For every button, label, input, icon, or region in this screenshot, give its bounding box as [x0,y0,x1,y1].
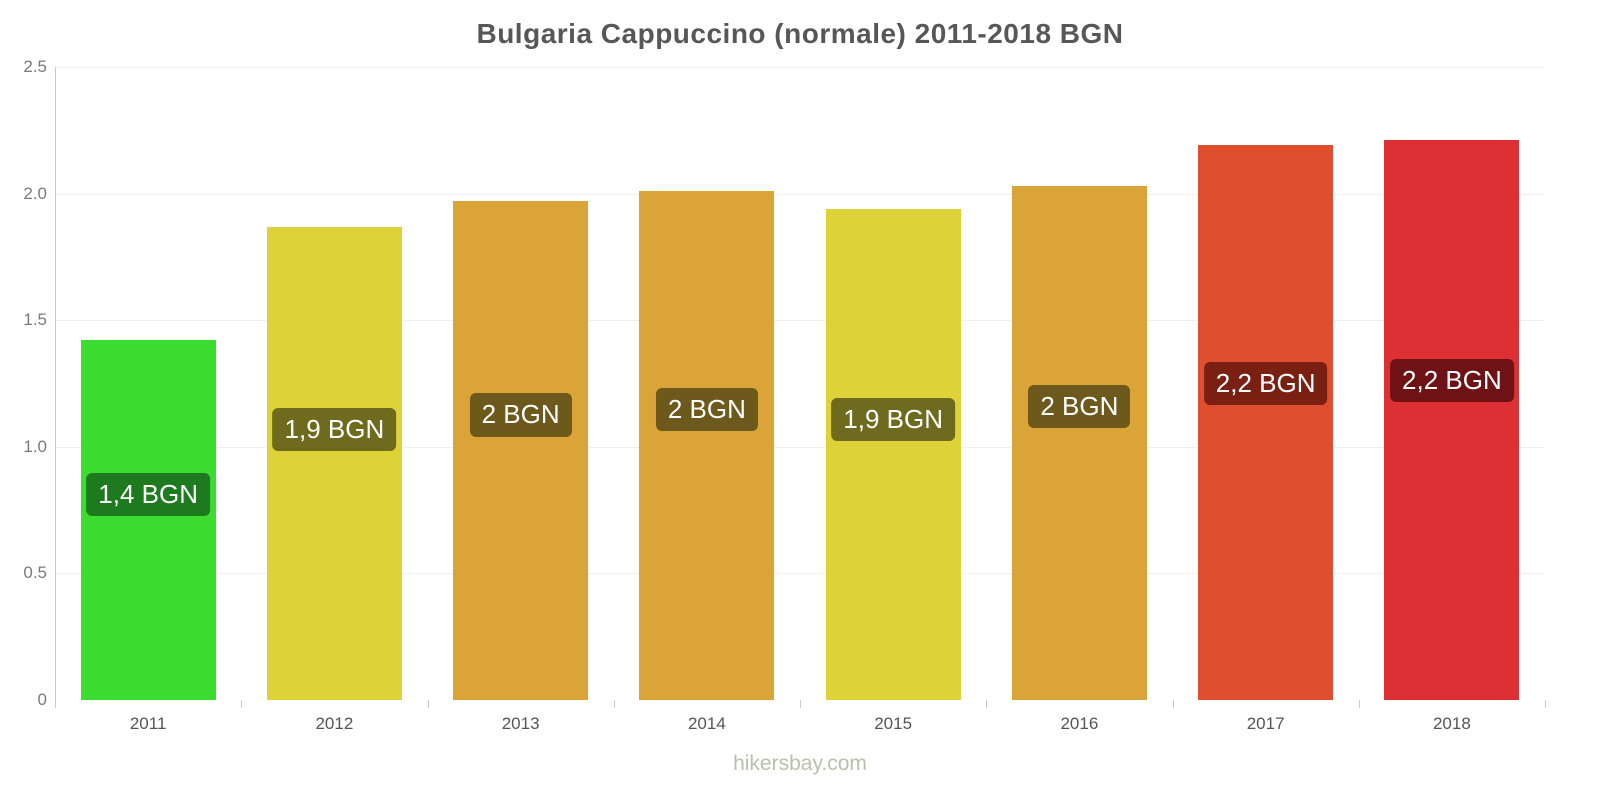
value-label-2018: 2,2 BGN [1390,358,1514,403]
bar-2018: 2,2 BGN [1384,140,1520,700]
bar-2012: 1,9 BGN [266,226,402,700]
y-axis-tick-label: 2.5 [23,57,47,76]
gridline [55,446,1545,448]
x-tick-label-2017: 2017 [1246,714,1285,733]
value-label-2017: 2,2 BGN [1203,361,1328,405]
value-label-2013: 2 BGN [469,393,572,437]
y-axis-tick-label: 0.5 [23,563,47,583]
bar-2016: 2 BGN [1011,186,1147,700]
y-axis-tick-label: 0 [37,690,47,709]
gridline [55,573,1545,575]
x-axis-tick [241,700,243,708]
x-axis-tick [1172,700,1174,708]
y-axis-tick-label: 1.0 [23,436,47,456]
bar-2017: 2,2 BGN [1198,145,1334,700]
x-tick-label-2014: 2014 [687,714,726,733]
x-tick-label-2013: 2013 [501,714,540,733]
value-label-2014: 2 BGN [655,387,758,431]
y-axis-line [55,67,56,708]
x-axis-tick [55,700,56,708]
x-axis-tick [800,700,801,708]
footer-watermark: hikersbay.com [733,752,867,775]
x-tick-label-2015: 2015 [874,714,913,733]
bar-2014: 2 BGN [639,191,775,700]
x-axis-tick [1358,700,1360,708]
x-tick-label-2011: 2011 [129,714,167,733]
x-axis-tick [427,700,429,708]
gridline [55,67,1545,68]
value-label-2016: 2 BGN [1028,384,1131,429]
x-tick-label-2012: 2012 [315,714,354,733]
y-axis-tick-label: 2.0 [23,183,47,203]
bar-2013: 2 BGN [453,201,589,700]
x-tick-label-2016: 2016 [1060,714,1099,733]
gridline [55,320,1545,322]
x-tick-label-2018: 2018 [1432,714,1471,733]
x-axis-tick [986,700,988,708]
x-axis-tick [1545,700,1546,708]
value-label-2015: 1,9 BGN [831,397,955,441]
bar-2011: 1,4 BGN [80,340,216,700]
chart-title: Bulgaria Cappuccino (normale) 2011-2018 … [476,18,1124,49]
value-label-2011: 1,4 BGN [86,472,210,517]
x-axis-tick [613,700,615,708]
y-axis-tick-label: 1.5 [23,310,47,330]
bar-2015: 1,9 BGN [825,208,961,700]
value-label-2012: 1,9 BGN [272,407,397,452]
gridline [55,193,1545,195]
